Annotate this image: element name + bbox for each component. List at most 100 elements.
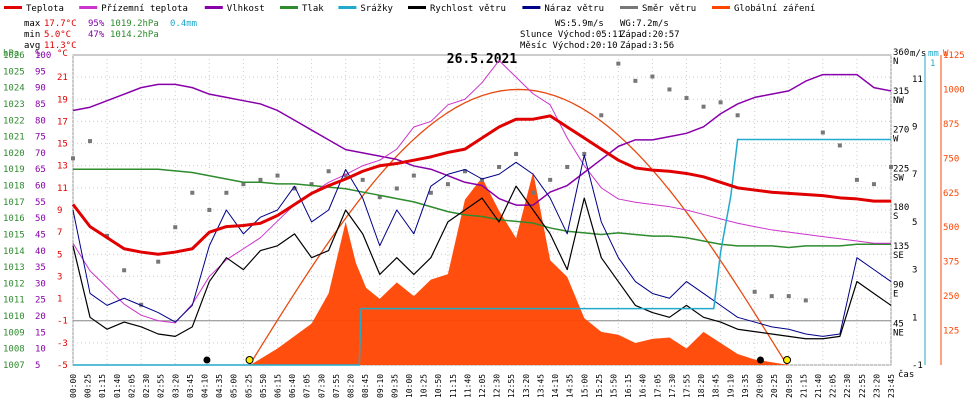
direction-label: SW [893,173,904,183]
pressure-axis-tick: 1013 [3,263,25,273]
direction-tick: 180 [893,203,909,213]
series-ground-temperature [72,60,891,324]
wind-direction-point [548,177,553,182]
stat-moon: Měsíc Východ:20:10 [520,41,618,51]
pressure-axis-tick: 1015 [3,230,25,240]
x-tick-label: 17:05 [653,374,662,398]
series-temperature [71,114,891,256]
legend-swatch-2 [204,6,223,9]
radiation-axis-tick: 500 [943,223,959,233]
wind-axis-tick: 7 [912,170,917,180]
x-tick-label: 05:00 [230,374,239,398]
wind-direction-point [394,186,399,191]
x-tick-label: 04:10 [200,374,209,398]
stat-max-hum: 95% [88,19,105,29]
wind-direction-point [258,177,263,182]
wind-direction-point [309,182,314,187]
moonset-marker [203,356,211,364]
humidity-axis-tick: 20 [35,312,46,322]
radiation-axis-tick: 125 [943,327,959,337]
wind-axis-tick: -1 [912,361,923,371]
x-tick-label: 22:05 [829,374,838,398]
humidity-axis-unit: % [35,49,41,59]
x-tick-label: 07:55 [332,374,341,398]
chart-title: 26.5.2021 [447,52,518,67]
radiation-axis-tick: 750 [943,154,959,164]
humidity-axis-tick: 15 [35,328,46,338]
x-tick-label: 16:40 [639,374,648,398]
wind-axis-tick: 11 [912,75,923,85]
pressure-axis-tick: 1009 [3,328,25,338]
x-tick-label: 02:05 [127,374,136,398]
wind-direction-point [820,130,825,135]
rain-axis-tick: 1 [930,59,935,69]
stat-wg: WG:7.2m/s [620,19,669,29]
rain-axis-unit: mm [928,49,939,59]
wind-direction-point [633,78,638,83]
wind-direction-point [241,182,246,187]
x-tick-label: 06:40 [288,374,297,398]
x-tick-label: 18:45 [712,374,721,398]
wind-direction-point [565,164,570,169]
pressure-axis-tick: 1024 [3,84,25,94]
stat-sun-set: Západ:20:57 [620,30,680,40]
x-tick-label: 01:40 [113,374,122,398]
wind-direction-point [88,139,93,144]
x-tick-label: 13:45 [536,374,545,398]
direction-tick: 135 [893,242,909,252]
humidity-axis-tick: 90 [35,84,46,94]
direction-label: NE [893,328,904,338]
wind-direction-point [411,173,416,178]
legend-label-0: Teplota [26,4,64,14]
legend-label-6: Náraz větru [544,4,604,14]
temperature-axis-tick: 13 [57,162,68,172]
series-pressure [73,168,891,249]
x-axis-unit: čas [898,369,914,380]
temperature-axis-tick: 21 [57,73,68,83]
legend-label-3: Tlak [302,4,324,14]
humidity-axis-tick: 70 [35,149,46,159]
wind-direction-point [667,87,672,92]
x-tick-label: 12:55 [507,374,516,398]
stat-min-hum: 47% [88,30,105,40]
direction-tick: 45 [893,319,904,329]
wind-direction-point [377,195,382,200]
x-tick-label: 21:15 [799,374,808,398]
x-tick-label: 19:35 [741,374,750,398]
x-tick-label: 06:15 [274,374,283,398]
x-tick-label: 05:25 [244,374,253,398]
wind-direction-point [326,169,331,174]
humidity-axis-tick: 10 [35,345,46,355]
legend-swatch-5 [408,6,426,9]
pressure-axis-tick: 1022 [3,116,25,126]
humidity-axis-tick: 5 [35,361,40,371]
x-tick-label: 02:30 [142,374,151,398]
wind-direction-point [139,302,144,307]
x-tick-label: 03:20 [171,374,180,398]
x-tick-label: 10:25 [420,374,429,398]
wind-direction-point [735,113,740,118]
temperature-axis-unit: °C [57,49,68,59]
x-tick-label: 12:05 [478,374,487,398]
legend-label-2: Vlhkost [227,4,265,14]
temperature-axis-tick: 5 [57,250,62,260]
temperature-axis-tick: 11 [57,184,68,194]
direction-tick: 225 [893,164,909,174]
sunrise-marker [245,356,254,364]
series-humidity [72,73,892,206]
stat-avg-temp: 11.3°C [44,41,77,51]
stat-moon-set: Západ:3:56 [620,41,674,51]
temperature-axis-tick: 15 [57,140,68,150]
pressure-axis-tick: 1020 [3,149,25,159]
wind-direction-point [445,182,450,187]
x-tick-label: 20:00 [756,374,765,398]
wind-axis-unit: m/s [910,49,926,59]
stat-min-label: min [24,30,40,40]
stat-max-press: 1019.2hPa [110,19,159,29]
direction-label: N [893,57,898,67]
wind-direction-point [889,164,893,169]
radiation-axis-tick: 250 [943,292,959,302]
temperature-axis-tick: -1 [57,317,68,327]
wind-direction-point [156,259,161,264]
